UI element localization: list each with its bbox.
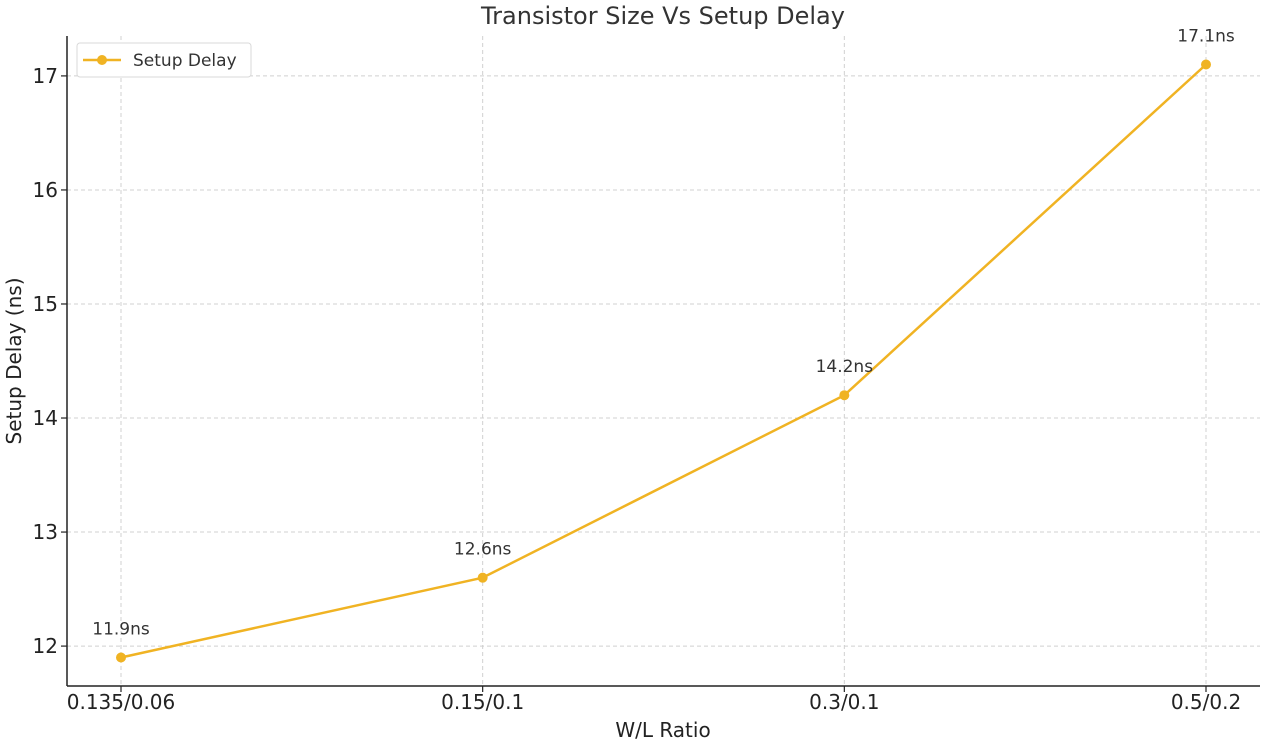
x-tick-label: 0.5/0.2 [1171,690,1241,714]
axes [66,36,1260,687]
y-tick-label: 13 [33,520,58,544]
data-label: 14.2ns [816,357,874,377]
legend-swatch-marker [97,55,107,65]
series-group [116,59,1211,663]
data-point [839,390,850,401]
ticks: 0.135/0.06 0.15/0.1 0.3/0.1 0.5/0.2 12 13 14 15… [33,64,1242,714]
grid [67,36,1260,686]
legend-label: Setup Delay [133,51,237,71]
x-axis-title: W/L Ratio [615,718,710,742]
chart-title: Transistor Size Vs Setup Delay [480,2,845,30]
data-label: 11.9ns [92,619,150,639]
y-tick-label: 14 [33,406,58,430]
y-tick-label: 16 [33,178,58,202]
legend: Setup Delay [76,42,252,78]
data-point [116,652,126,663]
y-tick-label: 15 [33,292,58,316]
legend-box [76,42,252,78]
data-point [1201,59,1211,70]
x-tick-label: 0.3/0.1 [809,690,879,714]
y-tick-label: 12 [33,634,58,658]
x-tick-label: 0.15/0.1 [441,690,524,714]
series-line-setup-delay [120,63,1207,659]
x-tick-label: 0.135/0.06 [67,690,176,714]
y-tick-label: 17 [33,64,58,88]
data-label: 12.6ns [454,540,512,560]
data-point [477,572,488,583]
data-labels: 11.9ns 12.6ns 14.2ns 17.1ns [92,27,1235,640]
y-axis-title: Setup Delay (ns) [2,278,26,445]
data-label: 17.1ns [1177,27,1235,47]
